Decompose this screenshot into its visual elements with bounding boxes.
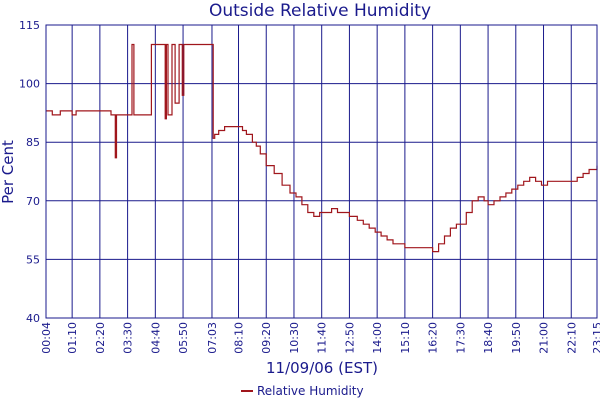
- x-tick-label: 00:04: [40, 322, 53, 354]
- y-tick-label: 115: [19, 19, 40, 32]
- plot-frame: [45, 24, 598, 319]
- x-tick-label: 02:20: [94, 322, 107, 354]
- x-tick-label: 15:10: [399, 322, 412, 354]
- y-tick-label: 85: [26, 136, 40, 149]
- y-tick-labels: 40 55 70 85 100 115: [19, 19, 40, 325]
- x-tick-label: 11:40: [316, 322, 329, 354]
- x-tick-label: 16:20: [427, 322, 440, 354]
- x-tick-label: 23:15: [591, 322, 600, 354]
- x-tick-label: 21:00: [538, 322, 551, 354]
- x-tick-label: 01:10: [66, 322, 79, 354]
- legend-label: Relative Humidity: [257, 384, 364, 398]
- y-tick-label: 55: [26, 253, 40, 266]
- x-tick-label: 04:40: [149, 322, 162, 354]
- y-tick-label: 70: [26, 195, 40, 208]
- x-tick-label: 08:10: [233, 322, 246, 354]
- y-axis-label: Per Cent: [0, 140, 17, 204]
- x-tick-label: 22:10: [565, 322, 578, 354]
- x-tick-label: 07:03: [206, 322, 219, 354]
- x-tick-label: 19:50: [510, 322, 523, 354]
- series-layer: [46, 43, 598, 253]
- x-tick-label: 05:50: [177, 322, 190, 354]
- y-tick-label: 40: [26, 312, 40, 325]
- x-tick-label: 18:40: [482, 322, 495, 354]
- x-tick-label: 17:30: [454, 322, 467, 354]
- x-tick-labels: 00:04 01:10 02:20 03:30 04:40 05:50 07:03 08:10…: [40, 322, 600, 354]
- x-axis-label: 11/09/06 (EST): [266, 359, 378, 377]
- x-tick-label: 09:20: [260, 322, 273, 354]
- series-line-relative-humidity: [46, 43, 598, 253]
- x-tick-label: 03:30: [122, 322, 135, 354]
- x-tick-label: 10:30: [288, 322, 301, 354]
- x-tick-label: 14:00: [371, 322, 384, 354]
- x-tick-label: 12:50: [343, 322, 356, 354]
- grid: [45, 24, 598, 319]
- y-tick-label: 100: [19, 78, 40, 91]
- chart-title: Outside Relative Humidity: [209, 1, 431, 21]
- legend: Relative Humidity: [241, 384, 364, 398]
